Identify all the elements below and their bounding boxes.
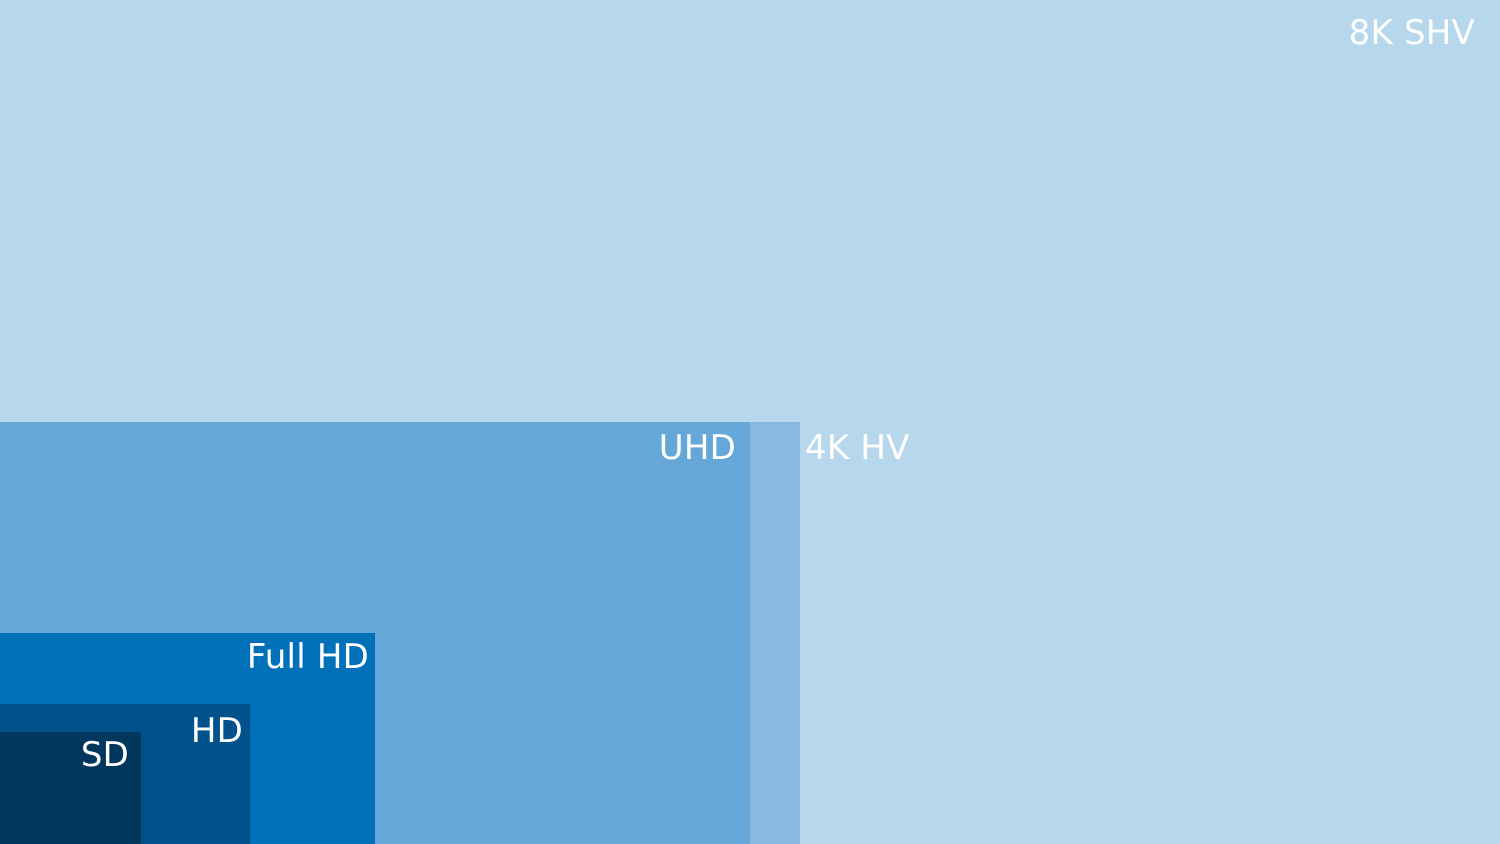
label-8k-shv: 8K SHV bbox=[1348, 13, 1475, 53]
label-uhd: UHD bbox=[658, 428, 736, 468]
label-sd: SD bbox=[80, 735, 129, 775]
region-sd bbox=[0, 732, 141, 844]
label-full-hd: Full HD bbox=[246, 637, 369, 677]
label-4k-hv: 4K HV bbox=[805, 428, 910, 468]
label-hd: HD bbox=[190, 711, 243, 751]
